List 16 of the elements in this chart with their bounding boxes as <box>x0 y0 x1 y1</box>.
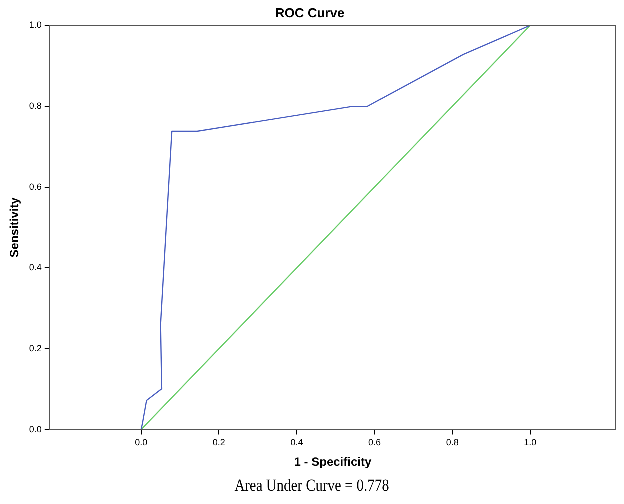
y-tick-label: 0.6 <box>29 182 42 192</box>
x-tick-label: 0.6 <box>368 438 382 448</box>
y-tick-label: 0.4 <box>29 262 42 273</box>
x-tick-label: 0.2 <box>212 438 226 448</box>
y-tick-label: 0.8 <box>29 100 42 111</box>
x-tick-label: 0.0 <box>135 438 148 448</box>
x-tick-label: 0.8 <box>446 438 459 448</box>
text: Area Under Curve = 0.778 <box>234 476 390 496</box>
x-tick-label: 1.0 <box>524 438 537 448</box>
y-tick-label: 1.0 <box>29 20 42 30</box>
y-tick-label: 0.0 <box>29 424 42 434</box>
x-tick-label: 0.4 <box>290 438 304 448</box>
y-tick-label: 0.2 <box>29 343 42 354</box>
x-axis-title: 1 - Specificity <box>294 455 372 470</box>
y-axis-title: Sensitivity <box>8 197 22 258</box>
chart-title: ROC Curve <box>275 5 345 20</box>
